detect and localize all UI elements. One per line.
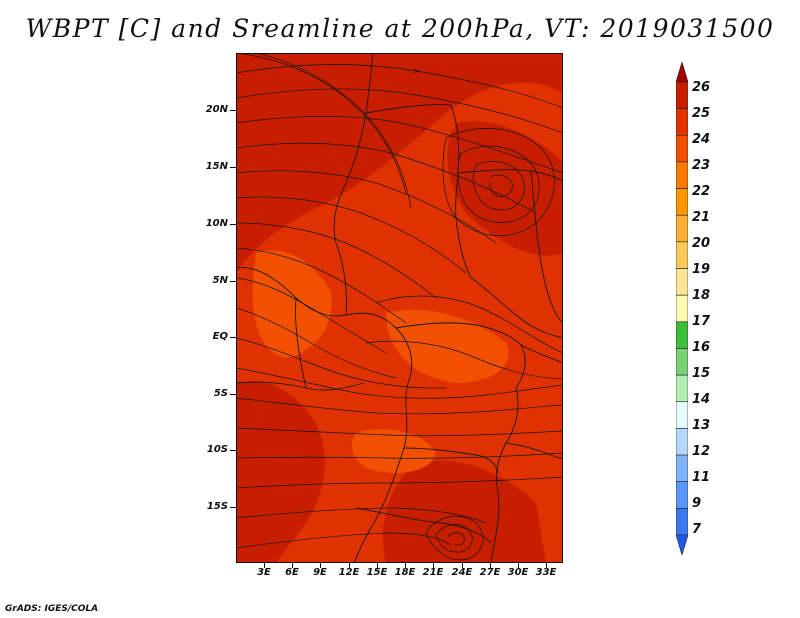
colorbar-swatch [676,108,688,136]
colorbar-label: 26 [692,80,711,95]
country-borders [236,53,563,563]
map-frame [236,53,563,563]
colorbar-swatch [676,428,688,456]
colorbar-top-arrow [676,62,688,83]
colorbar-swatch [676,374,688,403]
colorbar-label: 21 [692,210,711,225]
colorbar-swatch [676,188,688,216]
warmer-regions [236,53,563,563]
lon-label: 18E [394,567,416,578]
map-title: WBPT [C] and Sreamline at 200hPa, VT: 20… [25,14,775,43]
lon-label: 33E [535,567,557,578]
colorbar-bottom-arrow [676,534,688,555]
colorbar-label: 18 [692,288,711,303]
lon-label: 6E [285,567,299,578]
colorbar-swatch [676,214,688,243]
colorbar-label: 20 [692,236,711,251]
colorbar-label: 13 [692,418,711,433]
colorbar-label: 15 [692,366,711,381]
streamlines [236,53,563,561]
colorbar-label: 12 [692,444,711,459]
colorbar-label: 19 [692,262,711,277]
lat-label: 10S [206,444,228,455]
colorbar-swatch [676,401,688,429]
colorbar-label: 24 [692,132,711,147]
colorbar-label: 17 [692,314,711,329]
colorbar-swatch [676,508,688,536]
colorbar-label: 22 [692,184,711,199]
lat-label: 5N [212,275,228,286]
lat-label: 10N [205,218,228,229]
colorbar-swatch [676,134,688,163]
colorbar-swatch [676,294,688,323]
colorbar-label: 9 [692,496,702,511]
colorbar-label: 7 [692,522,702,537]
colorbar-swatch [676,161,688,189]
colorbar-swatch [676,241,688,269]
cooler-regions [252,250,509,473]
colorbar [676,62,688,555]
lon-label: 27E [479,567,501,578]
map-panel [236,53,563,563]
lon-label: 24E [451,567,473,578]
colorbar-swatch [676,81,688,109]
lat-label: 5S [213,388,228,399]
colorbar-label: 25 [692,106,711,121]
lat-label: 20N [205,104,228,115]
colorbar-swatch [676,348,688,376]
lon-label: 30E [507,567,529,578]
grads-credit: GrADS: IGES/COLA [5,604,99,614]
lon-label: 15E [366,567,388,578]
colorbar-swatch [676,321,688,349]
lat-label: 15S [206,501,228,512]
lon-label: 9E [313,567,327,578]
lon-label: 21E [422,567,444,578]
colorbar-label: 23 [692,158,711,173]
colorbar-swatch [676,481,688,509]
lat-label: 15N [205,161,228,172]
colorbar-label: 11 [692,470,711,485]
colorbar-swatch [676,268,688,296]
colorbar-label: 16 [692,340,711,355]
lon-label: 3E [257,567,271,578]
colorbar-swatch [676,454,688,483]
lon-label: 12E [338,567,360,578]
colorbar-label: 14 [692,392,711,407]
lat-label: EQ [212,331,228,342]
